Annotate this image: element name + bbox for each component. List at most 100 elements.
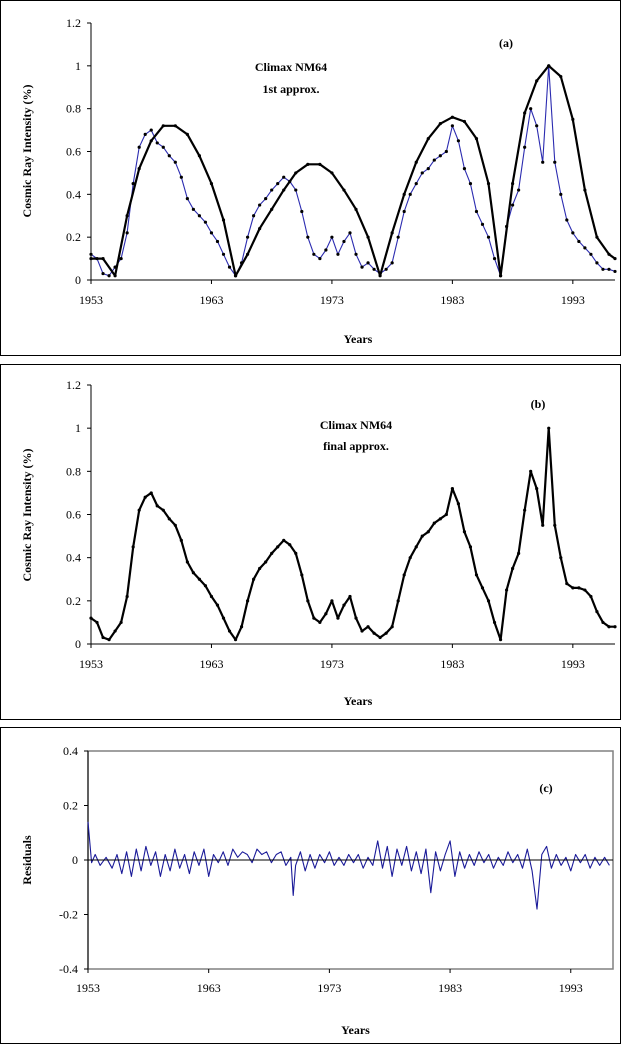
x-tick-label: 1993 — [561, 657, 585, 671]
data-point — [402, 573, 406, 577]
data-point — [300, 209, 304, 214]
y-tick-label: 0.2 — [66, 230, 81, 244]
data-point — [384, 631, 388, 635]
data-point — [450, 124, 454, 128]
data-point — [384, 267, 388, 271]
data-point — [456, 139, 461, 143]
data-point — [480, 222, 485, 226]
data-point — [468, 182, 473, 186]
y-tick-label: -0.4 — [59, 962, 78, 976]
data-point — [571, 231, 575, 235]
data-point — [613, 256, 617, 261]
y-tick-label: 0.4 — [63, 744, 78, 758]
data-point — [161, 145, 165, 149]
data-point — [523, 145, 527, 149]
data-point — [420, 171, 424, 175]
data-point — [161, 508, 165, 512]
data-point — [282, 175, 286, 179]
x-tick-label: 1983 — [440, 657, 464, 671]
chart-c-svg: -0.4 -0.2 0 0.2 0.4 1953 1963 1973 1983 1993 Resid… — [20, 744, 614, 1037]
data-point — [444, 149, 448, 154]
x-tick-label: 1973 — [320, 657, 344, 671]
data-point — [613, 269, 617, 274]
chart-panel-c: -0.4 -0.2 0 0.2 0.4 1953 1963 1973 1983 1993 Resid… — [0, 727, 621, 1044]
data-point — [324, 612, 328, 616]
data-point — [511, 566, 515, 571]
data-point — [125, 231, 129, 235]
data-point — [348, 231, 352, 235]
data-point — [450, 115, 454, 119]
series-line-0 — [90, 427, 615, 641]
data-point — [577, 586, 581, 590]
data-point — [245, 599, 250, 603]
data-point — [589, 252, 593, 256]
data-point — [432, 521, 436, 525]
x-tick-label: 1983 — [440, 293, 464, 307]
data-point — [143, 495, 147, 499]
data-point — [330, 235, 334, 239]
data-point — [595, 261, 599, 265]
y-tick-label: 0.8 — [66, 102, 81, 116]
data-point — [155, 141, 159, 145]
data-point — [89, 252, 93, 256]
data-point — [601, 620, 605, 625]
data-point — [306, 599, 310, 603]
data-point — [366, 625, 370, 629]
data-point — [179, 175, 183, 179]
chart-panel-a: 0 0.2 0.4 0.6 0.8 1 1.2 1953 1963 1973 1983 1993 Cos… — [0, 0, 621, 356]
data-point — [402, 209, 406, 214]
data-point — [468, 545, 473, 549]
data-point — [486, 599, 491, 603]
data-point — [414, 160, 418, 164]
data-point — [300, 573, 304, 577]
data-point — [252, 214, 256, 218]
data-point — [119, 620, 123, 625]
y-tick-label: 0 — [75, 637, 81, 651]
data-point — [173, 523, 177, 527]
data-point — [372, 631, 376, 635]
data-point — [414, 545, 418, 549]
data-point — [456, 502, 461, 506]
x-tick-label: 1993 — [561, 293, 585, 307]
data-point — [149, 491, 153, 495]
data-point — [444, 512, 448, 517]
data-point — [498, 274, 503, 278]
chart-annotation: final approx. — [323, 439, 389, 453]
data-point — [342, 188, 346, 192]
data-point — [571, 117, 575, 121]
data-point — [348, 594, 352, 599]
data-point — [191, 207, 195, 211]
y-tick-label: 0.6 — [66, 145, 81, 159]
data-point — [378, 635, 382, 640]
data-point — [511, 182, 515, 186]
data-point — [215, 603, 220, 607]
chart-panel-b: 0 0.2 0.4 0.6 0.8 1 1.2 1953 1963 1973 1983 1993 Cos… — [0, 364, 621, 720]
data-point — [270, 207, 274, 211]
data-point — [577, 239, 581, 244]
data-point — [203, 584, 208, 588]
data-point — [306, 235, 310, 239]
data-point — [511, 203, 515, 207]
y-axis-label: Cosmic Ray Intensity (%) — [20, 85, 34, 218]
data-point — [553, 523, 557, 527]
data-point — [535, 487, 539, 491]
data-point — [438, 517, 442, 521]
data-point — [185, 132, 189, 136]
data-point — [354, 252, 358, 256]
data-point — [601, 267, 605, 271]
data-point — [155, 504, 159, 508]
data-point — [282, 538, 286, 542]
data-point — [553, 160, 557, 164]
panel-label: (c) — [539, 781, 552, 795]
data-point — [312, 252, 316, 256]
data-point — [583, 188, 587, 192]
x-tick-label: 1953 — [79, 293, 103, 307]
data-point — [492, 256, 497, 261]
data-point — [125, 594, 129, 599]
data-point — [474, 573, 479, 577]
y-tick-label: 1 — [75, 59, 81, 73]
data-point — [312, 616, 316, 620]
data-point — [185, 197, 189, 201]
data-point — [547, 426, 551, 430]
data-point — [559, 192, 563, 196]
